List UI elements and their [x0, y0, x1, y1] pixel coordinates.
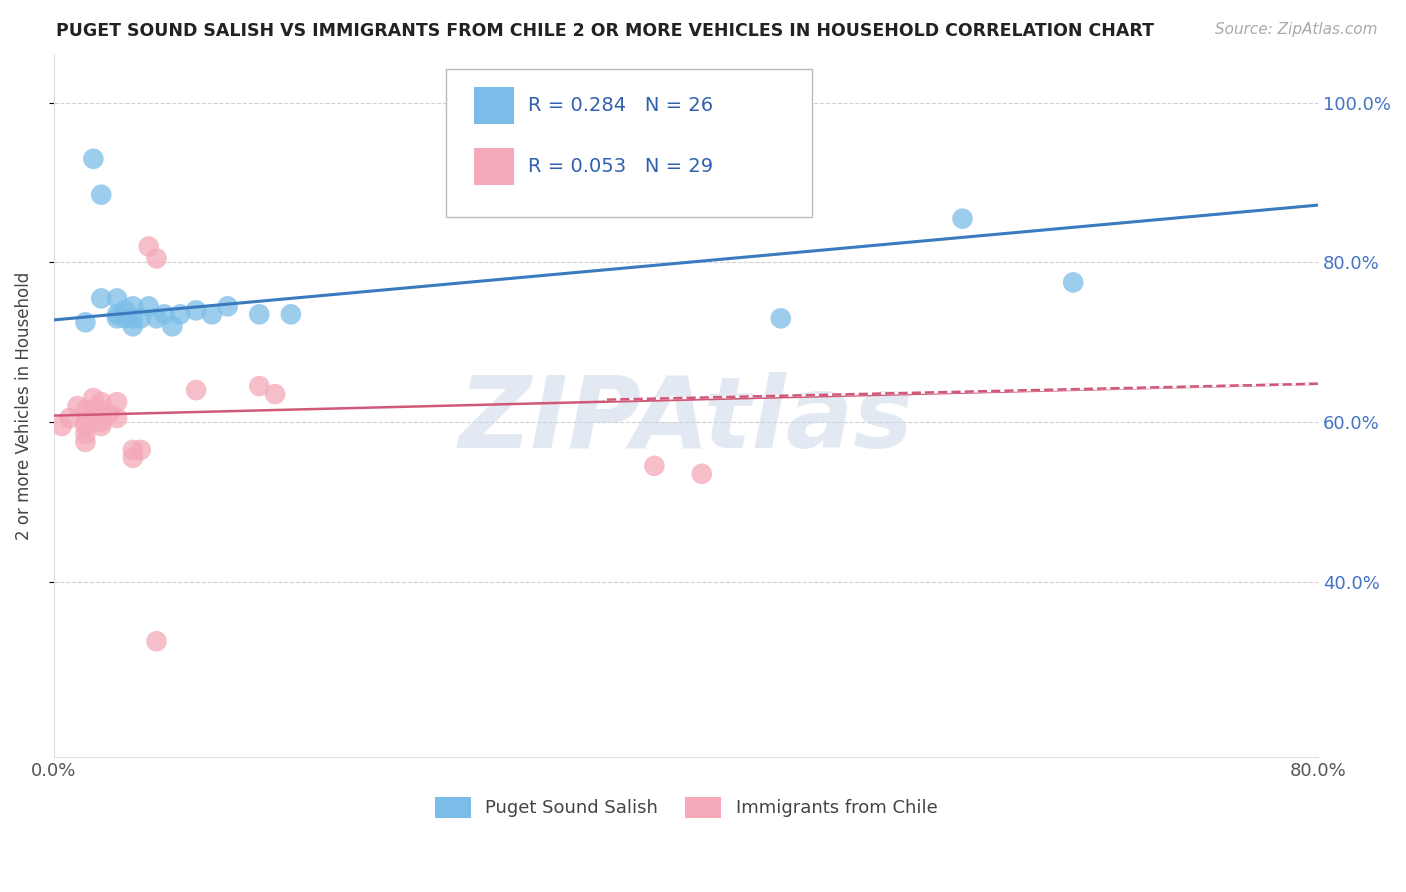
Point	[153, 307, 176, 321]
Point	[280, 307, 302, 321]
Point	[82, 152, 104, 166]
Point	[264, 387, 287, 401]
Point	[138, 239, 160, 253]
Point	[952, 211, 974, 226]
Point	[105, 292, 128, 306]
Point	[75, 315, 97, 329]
Point	[105, 311, 128, 326]
Point	[138, 299, 160, 313]
Point	[129, 311, 152, 326]
Point	[105, 411, 128, 425]
Point	[184, 303, 207, 318]
Point	[169, 307, 191, 321]
Point	[184, 383, 207, 397]
Point	[121, 311, 143, 326]
Text: R = 0.053   N = 29: R = 0.053 N = 29	[527, 156, 713, 176]
Point	[201, 307, 224, 321]
Point	[90, 403, 112, 417]
Point	[114, 303, 136, 318]
Point	[98, 407, 121, 421]
Point	[90, 395, 112, 409]
Point	[247, 307, 270, 321]
Point	[114, 311, 136, 326]
Point	[51, 419, 73, 434]
Point	[75, 415, 97, 429]
Point	[82, 403, 104, 417]
Point	[82, 407, 104, 421]
Point	[162, 319, 184, 334]
Point	[90, 187, 112, 202]
Text: ZIPAtlas: ZIPAtlas	[458, 372, 914, 468]
Point	[145, 252, 167, 266]
Point	[643, 458, 665, 473]
Point	[105, 395, 128, 409]
Point	[217, 299, 239, 313]
FancyBboxPatch shape	[446, 70, 813, 217]
Text: R = 0.284   N = 26: R = 0.284 N = 26	[527, 96, 713, 115]
Point	[121, 442, 143, 457]
Point	[1062, 276, 1084, 290]
Point	[75, 419, 97, 434]
Point	[121, 450, 143, 465]
Text: Source: ZipAtlas.com: Source: ZipAtlas.com	[1215, 22, 1378, 37]
Point	[75, 434, 97, 449]
Point	[90, 415, 112, 429]
Point	[121, 319, 143, 334]
Point	[145, 634, 167, 648]
Point	[129, 442, 152, 457]
Point	[82, 391, 104, 405]
Legend: Puget Sound Salish, Immigrants from Chile: Puget Sound Salish, Immigrants from Chil…	[427, 789, 945, 825]
Point	[90, 419, 112, 434]
FancyBboxPatch shape	[474, 148, 515, 185]
FancyBboxPatch shape	[474, 87, 515, 124]
Point	[690, 467, 713, 481]
Point	[769, 311, 792, 326]
Point	[75, 427, 97, 442]
Y-axis label: 2 or more Vehicles in Household: 2 or more Vehicles in Household	[15, 272, 32, 541]
Point	[247, 379, 270, 393]
Point	[75, 403, 97, 417]
Point	[90, 292, 112, 306]
Point	[145, 311, 167, 326]
Point	[59, 411, 82, 425]
Point	[105, 307, 128, 321]
Text: PUGET SOUND SALISH VS IMMIGRANTS FROM CHILE 2 OR MORE VEHICLES IN HOUSEHOLD CORR: PUGET SOUND SALISH VS IMMIGRANTS FROM CH…	[56, 22, 1154, 40]
Point	[66, 399, 89, 413]
Point	[121, 299, 143, 313]
